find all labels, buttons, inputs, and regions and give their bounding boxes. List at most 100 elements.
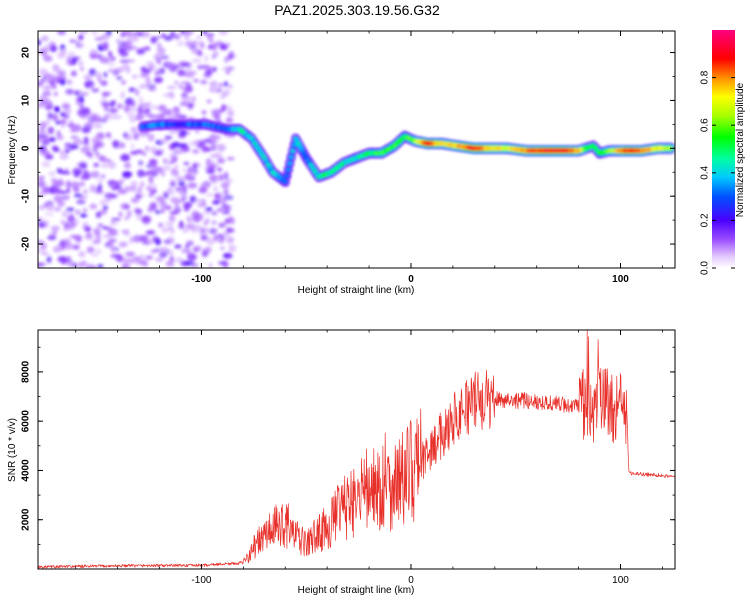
noise-blob bbox=[63, 222, 70, 229]
colorbar-tick-label: 0.6 bbox=[700, 118, 711, 132]
noise-blob bbox=[50, 79, 55, 87]
noise-blob bbox=[97, 176, 104, 185]
noise-blob bbox=[138, 160, 144, 166]
noise-blob bbox=[57, 256, 68, 263]
noise-blob bbox=[216, 207, 224, 212]
noise-blob bbox=[225, 117, 234, 124]
noise-blob bbox=[102, 33, 110, 42]
noise-blob bbox=[221, 92, 229, 97]
noise-blob bbox=[115, 67, 125, 73]
noise-blob bbox=[116, 103, 124, 109]
noise-blob bbox=[203, 55, 209, 62]
noise-blob bbox=[92, 148, 98, 152]
noise-blob bbox=[159, 200, 167, 209]
noise-blob bbox=[224, 56, 229, 64]
noise-blob bbox=[74, 193, 83, 198]
noise-blob bbox=[78, 181, 86, 187]
noise-blob bbox=[178, 191, 185, 195]
noise-blob bbox=[62, 104, 71, 109]
noise-blob bbox=[196, 35, 202, 40]
noise-blob bbox=[145, 255, 154, 260]
noise-blob bbox=[72, 167, 83, 175]
noise-blob bbox=[46, 73, 55, 81]
noise-blob bbox=[221, 67, 230, 71]
noise-blob bbox=[130, 197, 140, 203]
noise-blob bbox=[56, 71, 65, 76]
noise-blob bbox=[122, 31, 131, 37]
colorbar-tick-label: 0.2 bbox=[700, 213, 711, 227]
noise-blob bbox=[53, 188, 63, 194]
heatmap-x-axis-label: Height of straight line (km) bbox=[298, 285, 415, 296]
noise-blob bbox=[191, 47, 199, 55]
noise-blob bbox=[187, 182, 198, 189]
noise-blob bbox=[223, 188, 229, 197]
noise-blob bbox=[161, 226, 170, 233]
y-tick-label: 4000 bbox=[21, 459, 32, 482]
noise-blob bbox=[79, 66, 85, 72]
noise-blob bbox=[136, 48, 146, 55]
noise-blob bbox=[38, 137, 43, 143]
noise-blob bbox=[191, 40, 198, 46]
noise-blob bbox=[106, 239, 114, 246]
noise-blob bbox=[110, 217, 121, 221]
noise-blob bbox=[164, 164, 171, 171]
noise-blob bbox=[48, 171, 56, 177]
noise-blob bbox=[126, 187, 135, 192]
noise-blob bbox=[56, 168, 64, 173]
noise-blob bbox=[95, 248, 102, 255]
noise-blob bbox=[155, 113, 163, 119]
noise-blob bbox=[158, 247, 169, 253]
noise-blob bbox=[229, 50, 234, 59]
snr-x-axis-label: Height of straight line (km) bbox=[298, 585, 415, 596]
noise-blob bbox=[99, 209, 108, 215]
noise-blob bbox=[223, 81, 229, 87]
noise-blob bbox=[93, 163, 100, 167]
noise-blob bbox=[135, 113, 144, 121]
noise-blob bbox=[156, 150, 161, 157]
noise-blob bbox=[169, 92, 175, 100]
noise-blob bbox=[118, 180, 123, 186]
noise-blob bbox=[169, 216, 176, 223]
colorbar-tick-label: 0.0 bbox=[700, 261, 711, 275]
noise-blob bbox=[192, 58, 202, 64]
noise-blob bbox=[146, 78, 152, 85]
noise-blob bbox=[93, 71, 103, 78]
y-tick-label: 2000 bbox=[21, 508, 32, 531]
noise-blob bbox=[101, 56, 110, 64]
noise-blob bbox=[156, 57, 162, 65]
noise-blob bbox=[39, 121, 47, 130]
noise-blob bbox=[162, 191, 169, 199]
noise-blob bbox=[216, 143, 226, 152]
noise-blob bbox=[176, 40, 185, 47]
noise-blob bbox=[168, 129, 178, 134]
noise-blob bbox=[202, 31, 208, 35]
noise-blob bbox=[64, 142, 73, 147]
noise-blob bbox=[218, 260, 227, 266]
noise-blob bbox=[207, 44, 213, 50]
noise-blob bbox=[94, 123, 103, 129]
x-tick-label: -100 bbox=[191, 274, 211, 285]
noise-blob bbox=[111, 185, 118, 191]
noise-blob bbox=[144, 145, 150, 152]
y-tick-label: 0 bbox=[21, 145, 32, 151]
noise-blob bbox=[173, 207, 182, 214]
noise-blob bbox=[163, 158, 168, 164]
noise-blob bbox=[96, 132, 105, 139]
noise-blob bbox=[146, 164, 152, 168]
noise-blob bbox=[91, 253, 98, 257]
noise-blob bbox=[190, 227, 198, 234]
noise-blob bbox=[74, 91, 80, 95]
noise-blob bbox=[46, 204, 55, 212]
noise-blob bbox=[162, 93, 171, 97]
noise-blob bbox=[53, 91, 59, 97]
noise-blob bbox=[187, 103, 193, 110]
noise-blob bbox=[78, 34, 84, 41]
ridge-mark bbox=[288, 154, 295, 160]
noise-blob bbox=[89, 203, 98, 210]
noise-blob bbox=[130, 180, 138, 187]
noise-blob bbox=[178, 61, 187, 65]
noise-blob bbox=[84, 226, 92, 233]
noise-blob bbox=[171, 172, 180, 177]
noise-blob bbox=[80, 175, 91, 180]
